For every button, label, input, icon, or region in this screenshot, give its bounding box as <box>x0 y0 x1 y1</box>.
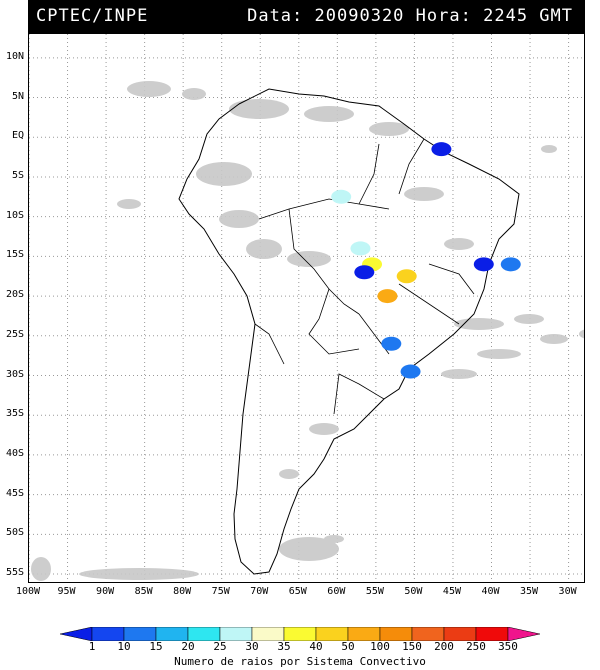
colorbar-segment <box>60 627 93 641</box>
lon-label: 70W <box>250 586 269 597</box>
colorbar-segment <box>283 627 317 641</box>
lightning-cell <box>350 241 371 256</box>
lon-label: 65W <box>288 586 307 597</box>
lon-label: 55W <box>365 586 384 597</box>
lightning-cell <box>473 257 494 272</box>
lat-label: 15S <box>5 249 24 261</box>
country-borders <box>254 138 475 415</box>
colorbar-segment <box>91 627 125 641</box>
colorbar-tick-label: 10 <box>117 640 131 653</box>
graticule <box>28 34 584 582</box>
lon-label: 90W <box>96 586 115 597</box>
colorbar-tick-label: 15 <box>149 640 163 653</box>
lon-label: 100W <box>15 586 41 597</box>
lon-label: 50W <box>404 586 423 597</box>
lat-label: 20S <box>5 289 24 301</box>
lat-label: 5N <box>11 90 24 102</box>
colorbar-segment <box>219 627 253 641</box>
lightning-cell <box>381 336 402 351</box>
lon-label: 35W <box>520 586 539 597</box>
lon-label: 95W <box>57 586 76 597</box>
colorbar <box>60 627 540 641</box>
colorbar-tick-label: 200 <box>434 640 454 653</box>
colorbar-tick-label: 50 <box>341 640 355 653</box>
colorbar-segment <box>379 627 413 641</box>
lat-label: 40S <box>5 447 24 459</box>
colorbar-tick-label: 150 <box>402 640 422 653</box>
colorbar-segment <box>475 627 509 641</box>
south-america-outline <box>178 88 520 575</box>
colorbar-tick-label: 20 <box>181 640 195 653</box>
lon-label: 75W <box>211 586 230 597</box>
lon-label: 60W <box>327 586 346 597</box>
hour-caption: Hora: <box>415 6 472 26</box>
colorbar-segment <box>251 627 285 641</box>
lat-label: 55S <box>5 567 24 579</box>
lightning-cell <box>431 142 452 157</box>
lightning-cell <box>400 364 421 379</box>
colorbar-segment <box>155 627 189 641</box>
map-panel <box>28 33 599 583</box>
lightning-cell <box>377 289 398 304</box>
lat-label: 10S <box>5 209 24 221</box>
lat-label: 30S <box>5 368 24 380</box>
lat-label: 10N <box>5 50 24 62</box>
colorbar-segment <box>347 627 381 641</box>
colorbar-segment <box>443 627 477 641</box>
hour-value: 2245 GMT <box>483 6 573 26</box>
lightning-cell <box>396 269 417 284</box>
colorbar-title: Numero de raios por Sistema Convectivo <box>174 655 426 668</box>
lat-label: EQ <box>11 130 24 142</box>
lightning-cell <box>354 265 375 280</box>
map-header: CPTEC/INPE Data: 20090320 Hora: 2245 GMT <box>28 0 585 33</box>
org-label: CPTEC/INPE <box>36 6 149 26</box>
lon-label: 80W <box>173 586 192 597</box>
lon-label: 30W <box>558 586 577 597</box>
colorbar-tick-label: 30 <box>245 640 259 653</box>
lon-label: 45W <box>442 586 461 597</box>
cloud-cover <box>31 81 599 581</box>
colorbar-tick-label: 40 <box>309 640 323 653</box>
lon-label: 85W <box>134 586 153 597</box>
date-hour-label: Data: 20090320 Hora: 2245 GMT <box>247 6 573 26</box>
colorbar-tick-label: 100 <box>370 640 390 653</box>
colorbar-segment <box>187 627 221 641</box>
lat-label: 35S <box>5 408 24 420</box>
lat-label: 45S <box>5 487 24 499</box>
lon-label: 40W <box>481 586 500 597</box>
map-canvas <box>28 34 599 582</box>
colorbar-tick-label: 25 <box>213 640 227 653</box>
colorbar-segment <box>411 627 445 641</box>
lat-label: 50S <box>5 527 24 539</box>
lightning-cells <box>331 142 521 379</box>
colorbar-segment <box>507 627 540 641</box>
date-caption: Data: <box>247 6 304 26</box>
colorbar-tick-label: 250 <box>466 640 486 653</box>
lightning-cell <box>500 257 521 272</box>
colorbar-tick-label: 350 <box>498 640 518 653</box>
lat-label: 25S <box>5 328 24 340</box>
date-value: 20090320 <box>314 6 405 26</box>
lat-label: 5S <box>11 169 24 181</box>
colorbar-segment <box>123 627 157 641</box>
colorbar-tick-label: 35 <box>277 640 291 653</box>
colorbar-segment <box>315 627 349 641</box>
colorbar-tick-label: 1 <box>88 640 96 653</box>
lightning-cell <box>331 189 352 204</box>
